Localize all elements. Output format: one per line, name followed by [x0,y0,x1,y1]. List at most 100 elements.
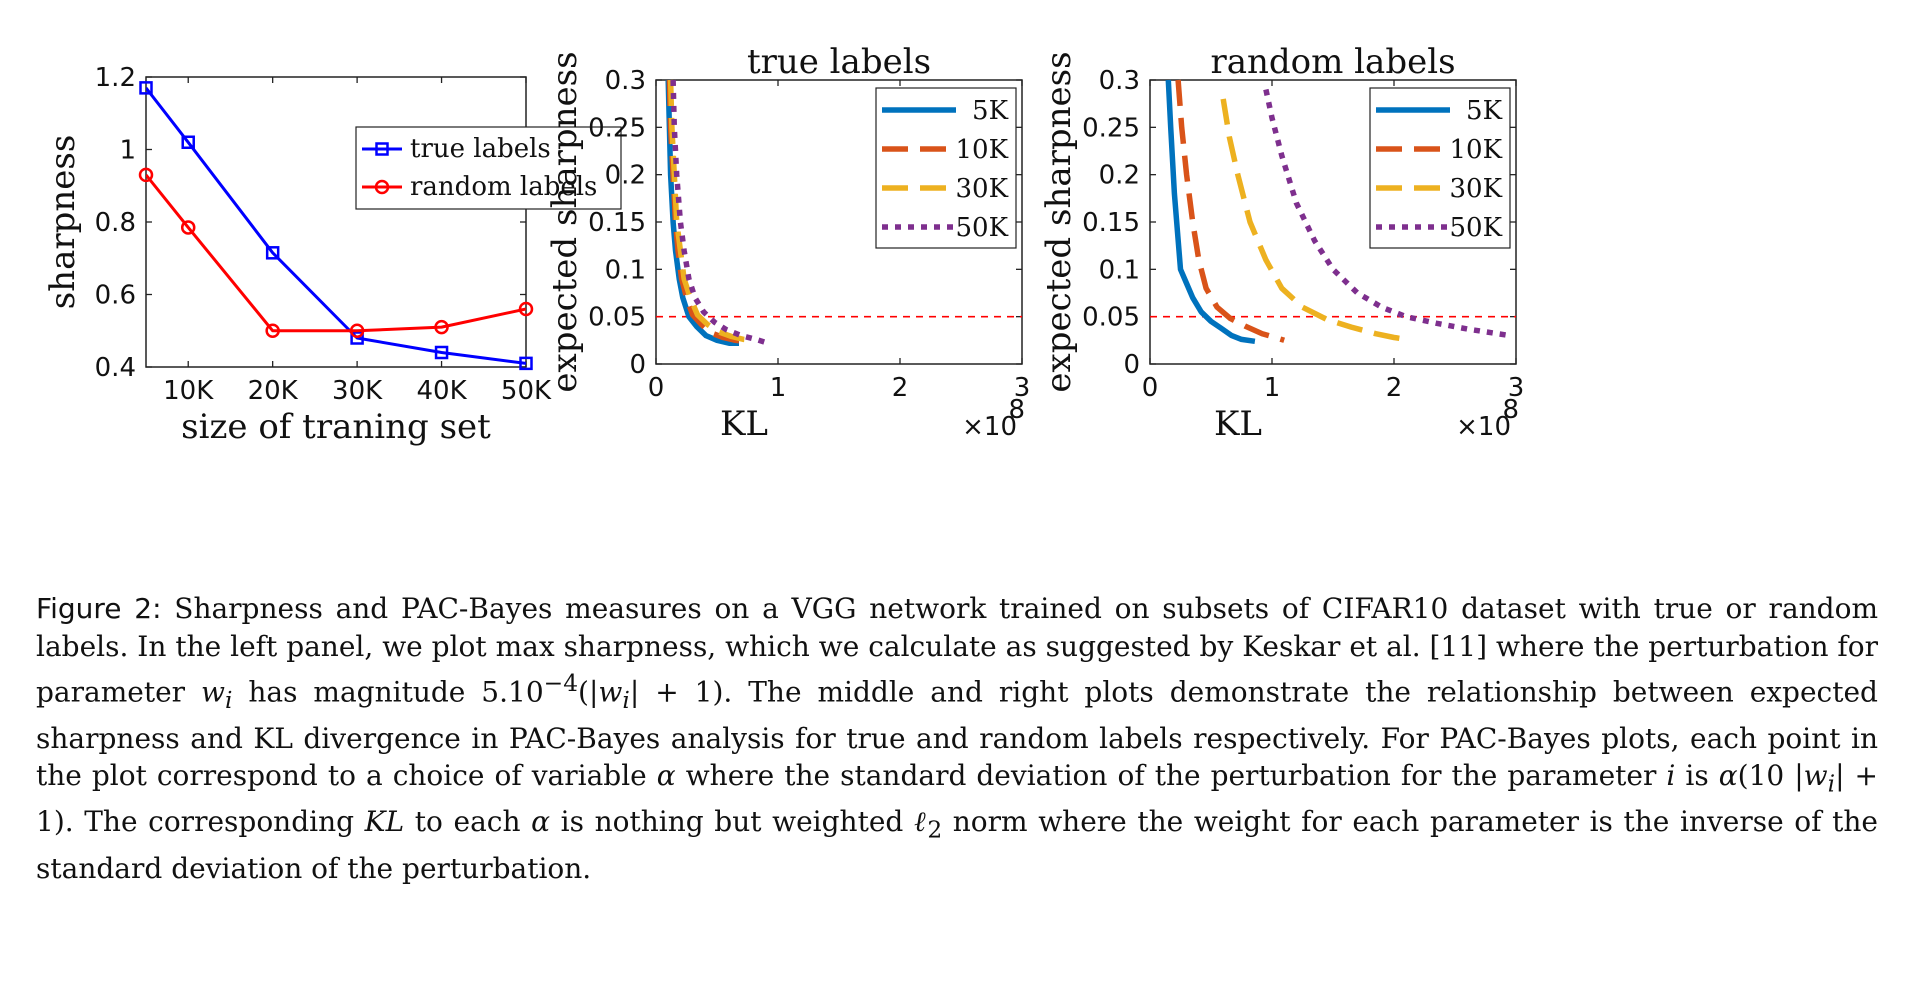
figure-caption: Figure 2: Sharpness and PAC-Bayes measur… [36,590,1878,887]
x-tick-label: 1 [1264,373,1281,403]
data-point [180,220,196,235]
x-axis-label: KL [720,404,768,444]
legend-label: 5K [1466,96,1503,126]
y-tick-label: 0.3 [605,66,646,96]
y-tick-label: 0.8 [95,208,136,238]
data-point [349,323,365,338]
data-point [518,301,534,317]
legend-box [355,126,622,210]
data-point [519,356,533,371]
y-tick-label: 0.6 [95,281,136,311]
x-axis-multiplier-exponent: 8 [1502,395,1519,425]
legend-label: 50K [1449,213,1502,243]
y-tick-label: 1 [119,136,136,166]
sharpness-vs-training-size-chart: 10K 20K 30K 40K 50K 0.4 0.6 0.8 1 1.2 size of tran… [43,63,622,447]
data-point [434,345,449,360]
caption-text: true or random labels. In the left panel… [36,592,1879,663]
caption-math: i [1827,769,1836,798]
caption-math: α [656,759,676,793]
x-tick-label: 2 [892,373,909,403]
plot-frame [145,76,527,368]
y-axis-label: expected sharpness [545,51,585,392]
x-tick-label: 3 [1014,373,1031,403]
y-tick-label: 0.3 [1099,66,1140,96]
x-tick-label: 0 [648,373,665,403]
x-tick-label: 20K [248,376,299,406]
caption-math: i [1666,759,1676,793]
caption-math: w [598,675,623,709]
figure-panels: 10K 20K 30K 40K 50K 0.4 0.6 0.8 1 1.2 size of tran… [43,42,1525,447]
caption-math: 2 [927,816,943,845]
legend-marker [375,142,389,156]
caption-text: et al. [11] where the perturbation for p… [36,629,1879,709]
series-line [146,86,526,365]
y-tick-label: 0.25 [588,113,646,143]
caption-text: to each [414,805,532,839]
legend-label: 10K [1449,135,1502,165]
y-axis-label: expected sharpness [1039,51,1079,392]
caption-text: deviation of the perturbation. [171,851,592,885]
y-tick-label: 0 [629,350,646,380]
caption-math: w [200,675,225,709]
y-tick-label: 0.1 [605,255,646,285]
x-tick-label: 3 [1508,373,1525,403]
data-point [434,319,449,335]
x-axis-multiplier: ×10 [962,412,1017,442]
legend-marker [374,179,390,195]
y-tick-label: 0.2 [1099,161,1140,191]
y-tick-label: 0.15 [588,208,646,238]
caption-math: w [1803,759,1828,793]
y-tick-label: 0.25 [1082,113,1140,143]
legend-box [875,87,1017,249]
caption-text: Sharpness and PAC-Bayes measures on a VG… [174,592,1641,625]
caption-math: −4 [543,669,579,698]
y-tick-label: 0.2 [605,161,646,191]
legend-label: 30K [1449,174,1502,204]
x-axis-multiplier-exponent: 8 [1008,395,1025,425]
x-axis-label: KL [1214,404,1262,444]
caption-text: random labels respectively. For PAC-Baye… [36,721,1879,793]
caption-text: is nothing but weighted [550,805,914,839]
caption-text: | + 1). The middle and right plots [629,675,1154,709]
caption-math: i [224,686,233,715]
caption-label: Figure 2: [36,592,162,625]
legend-label: 5K [972,96,1009,126]
series-line [1220,98,1401,342]
data-point [181,135,195,149]
caption-text: | + 1). The corresponding [36,759,1879,839]
caption-text: demonstrate the relationship between exp… [36,675,1878,755]
x-tick-label: 40K [416,376,467,406]
series-line [670,79,770,346]
caption-math: ℓ [913,805,928,839]
legend-label: true labels [410,134,551,164]
x-tick-label: 30K [332,376,383,406]
true-labels-chart: 0 1 2 3 0 0.05 0.1 0.15 0.2 0.25 0.3 KL expected sha… [545,42,1030,444]
series-line [1175,79,1286,343]
x-tick-label: 50K [501,376,552,406]
legend-label: 30K [955,174,1008,204]
x-tick-label: 1 [770,373,787,403]
caption-math: α [531,805,551,839]
legend-label: 10K [955,135,1008,165]
x-axis-label: size of traning set [181,407,491,447]
data-point [265,246,280,260]
x-tick-label: 10K [163,376,214,406]
legend-label: random labels [410,172,597,202]
y-axis-label: sharpness [43,135,83,310]
caption-text: has magnitude 5.10 [232,675,544,709]
data-point [139,81,153,95]
caption-text: (| [578,675,599,709]
series-line [1263,88,1511,339]
series-line [1165,79,1256,345]
legend-label: 50K [955,213,1008,243]
y-tick-label: 0 [1123,350,1140,380]
legend-box [1369,87,1511,249]
series-line [146,173,526,333]
data-point [138,167,154,183]
y-tick-label: 1.2 [95,63,136,93]
caption-math: i [622,686,630,715]
caption-math: KL [364,805,405,839]
x-axis-multiplier: ×10 [1456,412,1511,442]
y-tick-label: 0.4 [95,353,136,383]
x-tick-label: 2 [1386,373,1403,403]
